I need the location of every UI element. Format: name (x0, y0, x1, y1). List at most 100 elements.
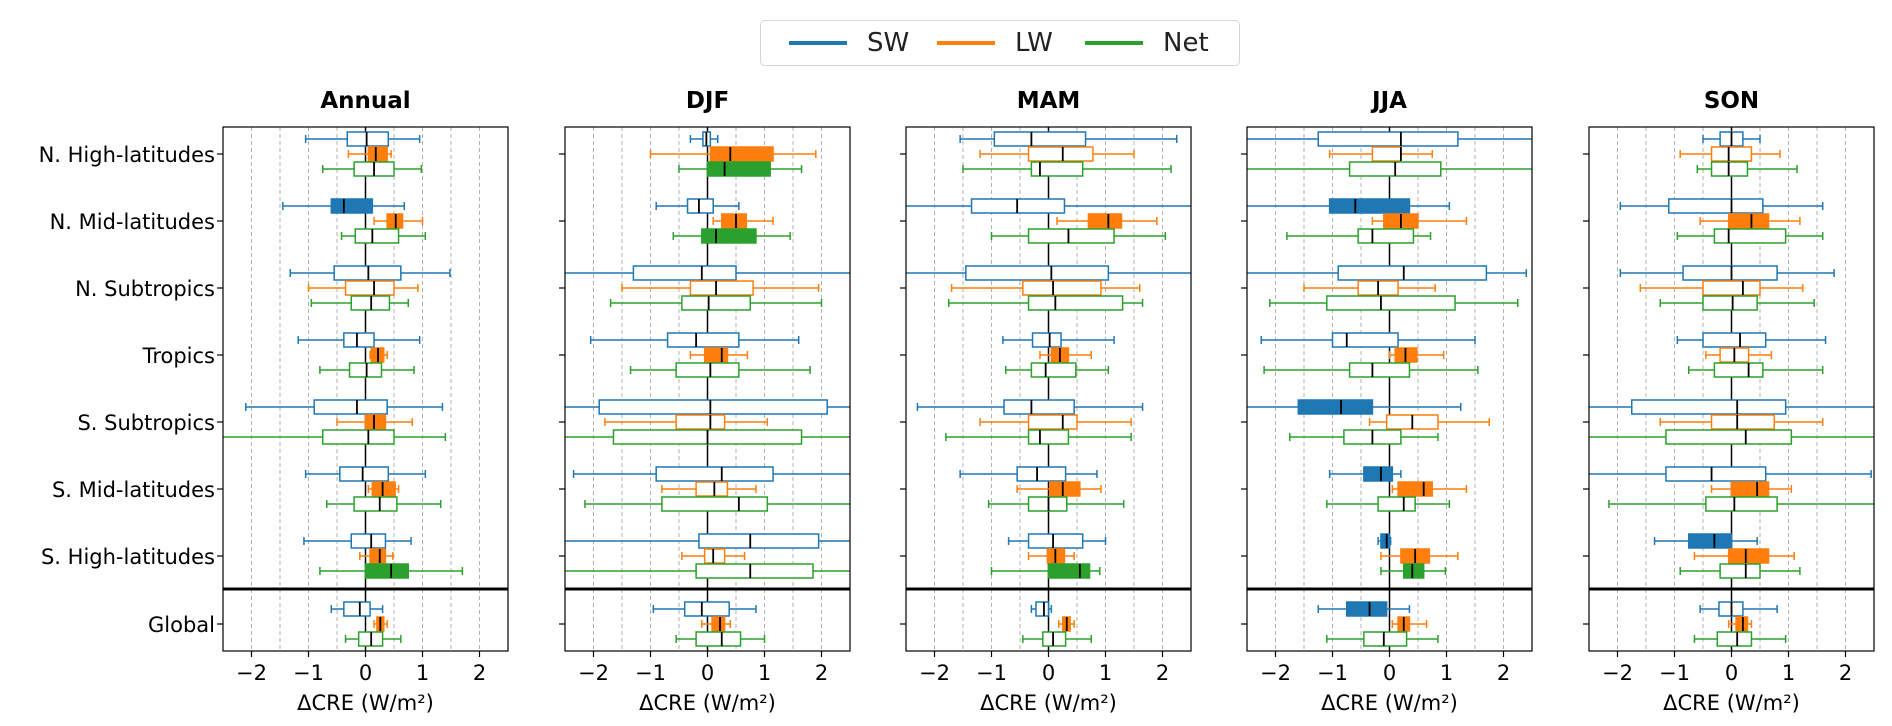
ytick-label-1: N. High-latitudes (39, 143, 215, 167)
panel-mam-xtick-label: −1 (976, 661, 1007, 685)
panel-son-net-box-4 (1713, 362, 1764, 378)
panel-mam-net-box-7 (1047, 563, 1091, 579)
panel-jja-net-box-7 (1403, 563, 1425, 579)
panel-annual-xlabel: ΔCRE (W/m²) (297, 691, 434, 715)
panel-annual-xtick-label: −2 (236, 661, 267, 685)
panel-annual-lw-box-5 (364, 414, 387, 430)
panel-djf-lw-box-7 (703, 548, 726, 564)
panel-annual-lw-box-6 (371, 481, 396, 497)
panel-djf-xtick-label: −1 (635, 661, 666, 685)
panel-jja-sw-box-5 (1297, 399, 1374, 415)
panel-mam-sw-box-8 (1035, 601, 1050, 617)
ytick-label-2: N. Mid-latitudes (50, 210, 215, 234)
panel-mam-xtick-label: 1 (1099, 661, 1112, 685)
panel-annual-lw-box-1 (367, 146, 388, 162)
panel-son-xtick-label: −2 (1602, 661, 1633, 685)
panel-jja-sw-box-3 (1337, 265, 1488, 281)
panel-jja-sw-box-2 (1328, 198, 1411, 214)
panel-annual-xtick-label: 0 (359, 661, 372, 685)
panel-jja-lw-box-1 (1371, 146, 1402, 162)
panel-djf-sw-box-8 (683, 601, 730, 617)
legend: SW LW Net (760, 20, 1240, 66)
panel-son-lw-box-6 (1730, 481, 1770, 497)
panel-jja-net-box-4 (1348, 362, 1411, 378)
panel-djf-lw-box-6 (695, 481, 729, 497)
panel-son-sw-box-4 (1702, 332, 1767, 348)
panel-djf-lw-box-5 (675, 414, 726, 430)
panel-son-lw-box-7 (1727, 548, 1770, 564)
ytick-label-3: N. Subtropics (75, 277, 215, 301)
panel-annual-xtick-label: −1 (293, 661, 324, 685)
legend-item-net: Net (1085, 21, 1209, 65)
panel-mam-sw-box-4 (1031, 332, 1062, 348)
panel-son-sw-box-3 (1682, 265, 1778, 281)
panel-jja-net-box-6 (1377, 496, 1416, 512)
panel-djf-xtick-label: 2 (815, 661, 828, 685)
panel-mam-sw-box-6 (1016, 466, 1067, 482)
panel-annual-sw-box-2 (330, 198, 374, 214)
panel-jja-sw-box-4 (1331, 332, 1399, 348)
panel-jja-sw-box-1 (1317, 131, 1459, 147)
panel-djf-xtick-label: 1 (758, 661, 771, 685)
panel-jja-sw-box-8 (1346, 601, 1388, 617)
panel-mam-xtick-label: −2 (919, 661, 950, 685)
panel-djf-lw-box-4 (703, 347, 729, 363)
panel-annual-lw-box-3 (344, 280, 395, 296)
panel-djf-net-box-8 (695, 631, 742, 647)
panel-son-xtick-label: 0 (1725, 661, 1738, 685)
panel-son-title: SON (1704, 88, 1759, 114)
panel-djf-net-box-1 (706, 161, 771, 177)
panel-jja-title: JJA (1370, 88, 1407, 114)
panel-annual-sw-box-6 (339, 466, 390, 482)
panel-mam-lw-box-3 (1022, 280, 1102, 296)
panel-annual-sw-box-1 (346, 131, 390, 147)
panel-mam-net-box-8 (1042, 631, 1067, 647)
panel-djf-net-box-4 (675, 362, 740, 378)
panel-mam-sw-box-5 (1003, 399, 1075, 415)
panel-djf-net-box-3 (681, 295, 751, 311)
panel-jja-xtick-label: 0 (1383, 661, 1396, 685)
panel-son-xtick-label: 2 (1839, 661, 1852, 685)
panel-son-net-box-5 (1665, 429, 1793, 445)
panel-djf-net-box-2 (701, 228, 757, 244)
panel-annual-net-box-5 (322, 429, 395, 445)
panel-djf-net-box-6 (661, 496, 769, 512)
legend-item-sw: SW (789, 21, 909, 65)
panel-annual-lw-box-7 (369, 548, 387, 564)
panel-annual-net-box-7 (364, 563, 409, 579)
legend-label-net: Net (1163, 28, 1209, 58)
panel-annual-sw-box-5 (313, 399, 388, 415)
legend-swatch-sw (789, 41, 847, 45)
panel-son-xtick-label: 1 (1782, 661, 1795, 685)
panel-jja-xtick-label: 1 (1440, 661, 1453, 685)
panel-son-lw-box-3 (1702, 280, 1761, 296)
panel-son-net-box-6 (1705, 496, 1778, 512)
panel-son-xlabel: ΔCRE (W/m²) (1663, 691, 1800, 715)
panel-mam-sw-box-3 (965, 265, 1110, 281)
panel-djf-sw-box-6 (655, 466, 774, 482)
panel-annual-net-box-6 (353, 496, 398, 512)
panel-son-net-box-8 (1716, 631, 1753, 647)
panel-mam-xtick-label: 2 (1156, 661, 1169, 685)
panel-son-net-box-2 (1713, 228, 1787, 244)
panel-djf-lw-box-8 (711, 616, 726, 632)
panel-annual-xtick-label: 2 (473, 661, 486, 685)
panel-son-net-box-7 (1719, 563, 1761, 579)
panel-mam-net-box-5 (1027, 429, 1070, 445)
panel-jja-net-box-2 (1357, 228, 1415, 244)
panel-annual-sw-box-7 (350, 533, 387, 549)
panel-jja-lw-box-6 (1397, 481, 1434, 497)
panel-annual-sw-box-4 (343, 332, 375, 348)
panel-jja-sw-box-7 (1380, 533, 1391, 549)
panel-jja-xtick-label: −2 (1260, 661, 1291, 685)
panel-mam-lw-box-2 (1087, 213, 1123, 229)
panel-annual-sw-box-8 (343, 601, 371, 617)
panel-son-sw-box-5 (1631, 399, 1787, 415)
panel-mam-lw-box-5 (1027, 414, 1078, 430)
panel-jja-xtick-label: −1 (1317, 661, 1348, 685)
panel-djf-sw-box-3 (632, 265, 737, 281)
panel-son-net-box-3 (1702, 295, 1758, 311)
panel-mam-net-box-1 (1030, 161, 1084, 177)
panel-djf-xtick-label: 0 (701, 661, 714, 685)
ytick-label-4: Tropics (142, 344, 215, 368)
